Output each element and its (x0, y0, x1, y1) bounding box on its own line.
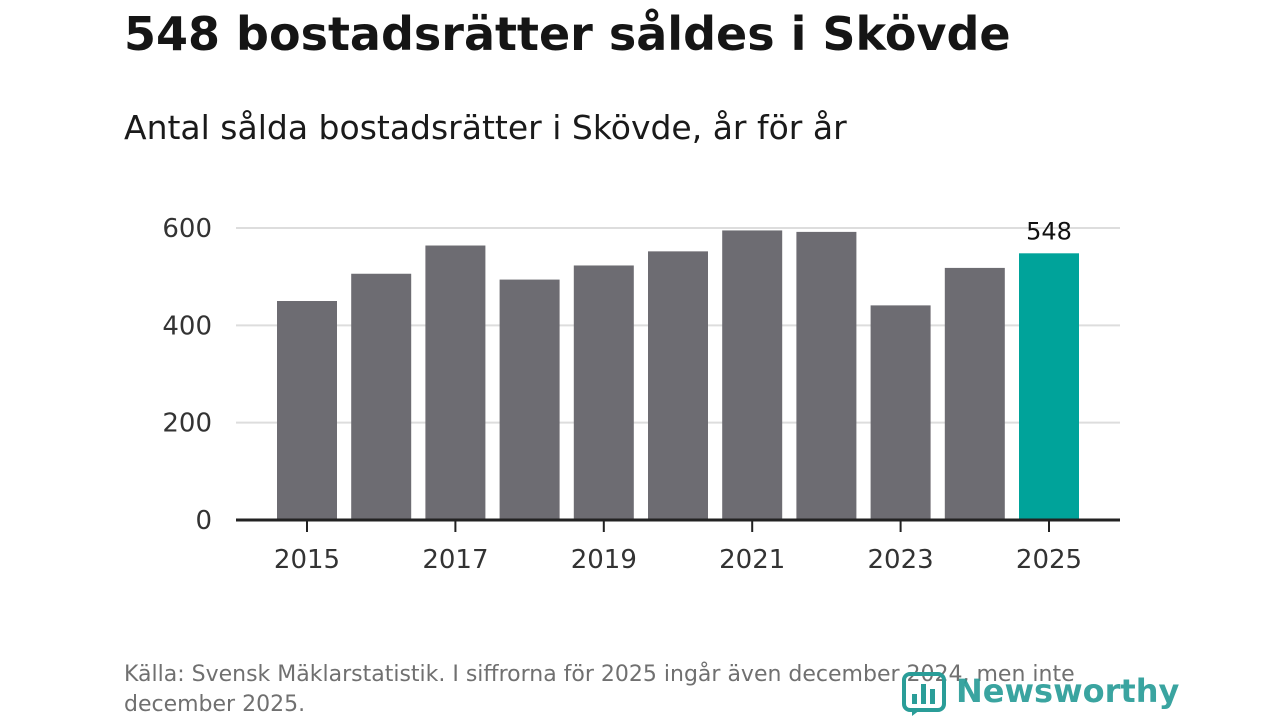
y-tick-label-600: 600 (162, 214, 212, 244)
data-label-2025: 548 (1026, 217, 1072, 245)
bars (277, 230, 1079, 521)
x-tick-label-2023: 2023 (868, 545, 934, 575)
x-axis-ticks: 2015 2017 2019 2021 2023 2025 (274, 520, 1082, 575)
newsworthy-logo-icon (902, 672, 946, 716)
bar-2022 (796, 231, 857, 521)
y-axis-ticks: 0 200 400 600 (162, 214, 212, 536)
x-tick-label-2017: 2017 (422, 545, 488, 575)
bar-2018 (499, 279, 560, 520)
x-tick-label-2021: 2021 (719, 545, 785, 575)
bar-2015 (277, 301, 337, 520)
bar-2023 (870, 305, 931, 520)
x-tick-label-2019: 2019 (571, 545, 637, 575)
bar-2021 (722, 230, 783, 520)
y-tick-label-0: 0 (195, 506, 212, 536)
newsworthy-wordmark: Newsworthy (956, 672, 1180, 710)
bar-2019 (573, 265, 634, 520)
bar-2020 (648, 251, 708, 521)
data-labels: 548 (1026, 217, 1072, 245)
bar-2016 (351, 273, 412, 520)
bar-2017 (425, 245, 486, 520)
x-tick-label-2025: 2025 (1016, 545, 1082, 575)
x-tick-label-2015: 2015 (274, 545, 340, 575)
source-note: Källa: Svensk Mäklarstatistik. I siffror… (124, 662, 1075, 717)
y-tick-label-400: 400 (162, 311, 212, 341)
chart-subtitle: Antal sålda bostadsrätter i Skövde, år f… (124, 108, 847, 147)
bar-2024 (944, 267, 1005, 520)
y-tick-label-200: 200 (162, 409, 212, 439)
bar-chart: 0 200 400 600 2015 2017 2019 2021 2023 2025 548 (162, 214, 1120, 575)
bar-2025 (1019, 253, 1079, 520)
newsworthy-logo: Newsworthy (902, 668, 1179, 718)
chart-title: 548 bostadsrätter såldes i Skövde (124, 7, 1011, 61)
